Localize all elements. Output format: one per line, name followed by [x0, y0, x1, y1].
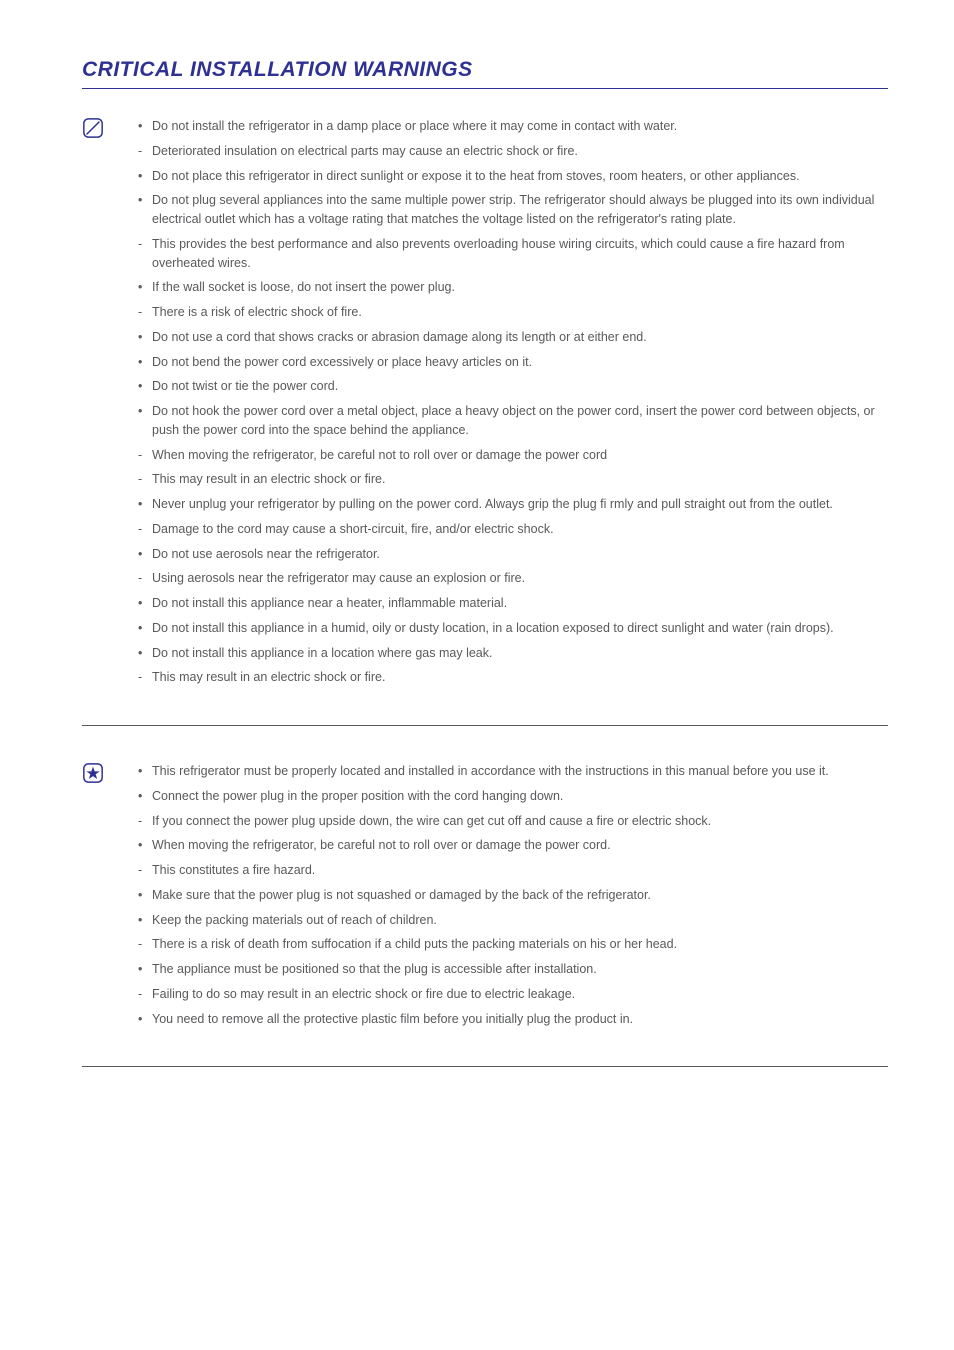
- icon-column: [82, 117, 136, 693]
- list-item: Do not use a cord that shows cracks or a…: [136, 328, 888, 347]
- list-item: This refrigerator must be properly locat…: [136, 762, 888, 781]
- list-item: Make sure that the power plug is not squ…: [136, 886, 888, 905]
- list-item: The appliance must be positioned so that…: [136, 960, 888, 979]
- list-item: Never unplug your refrigerator by pullin…: [136, 495, 888, 514]
- list-item: Do not install the refrigerator in a dam…: [136, 117, 888, 136]
- list-item: Connect the power plug in the proper pos…: [136, 787, 888, 806]
- list-item: Keep the packing materials out of reach …: [136, 911, 888, 930]
- page-title: CRITICAL INSTALLATION WARNINGS: [82, 58, 888, 89]
- icon-column: [82, 762, 136, 1034]
- list-item: This provides the best performance and a…: [136, 235, 888, 273]
- warning-section-prohibit: Do not install the refrigerator in a dam…: [82, 89, 888, 726]
- list-item: Deteriorated insulation on electrical pa…: [136, 142, 888, 161]
- list-item: There is a risk of death from suffocatio…: [136, 935, 888, 954]
- list-item: Damage to the cord may cause a short-cir…: [136, 520, 888, 539]
- list-item: Do not place this refrigerator in direct…: [136, 167, 888, 186]
- list-item: This may result in an electric shock or …: [136, 668, 888, 687]
- warning-list-1: Do not install the refrigerator in a dam…: [136, 117, 888, 687]
- list-item: If the wall socket is loose, do not inse…: [136, 278, 888, 297]
- star-box-icon: [82, 771, 104, 788]
- list-item: Do not install this appliance near a hea…: [136, 594, 888, 613]
- list-item: Using aerosols near the refrigerator may…: [136, 569, 888, 588]
- list-item: Failing to do so may result in an electr…: [136, 985, 888, 1004]
- list-item: There is a risk of electric shock of fir…: [136, 303, 888, 322]
- list-item: Do not install this appliance in a locat…: [136, 644, 888, 663]
- list-item: If you connect the power plug upside dow…: [136, 812, 888, 831]
- list-item: Do not install this appliance in a humid…: [136, 619, 888, 638]
- warning-section-star: This refrigerator must be properly locat…: [82, 734, 888, 1067]
- list-item: This constitutes a fire hazard.: [136, 861, 888, 880]
- list-column: Do not install the refrigerator in a dam…: [136, 117, 888, 693]
- list-item: You need to remove all the protective pl…: [136, 1010, 888, 1029]
- list-item: Do not bend the power cord excessively o…: [136, 353, 888, 372]
- prohibit-icon: [82, 126, 104, 143]
- list-column: This refrigerator must be properly locat…: [136, 762, 888, 1034]
- list-item: This may result in an electric shock or …: [136, 470, 888, 489]
- list-item: Do not hook the power cord over a metal …: [136, 402, 888, 440]
- list-item: When moving the refrigerator, be careful…: [136, 446, 888, 465]
- list-item: Do not use aerosols near the refrigerato…: [136, 545, 888, 564]
- list-item: When moving the refrigerator, be careful…: [136, 836, 888, 855]
- list-item: Do not plug several appliances into the …: [136, 191, 888, 229]
- warning-list-2: This refrigerator must be properly locat…: [136, 762, 888, 1028]
- list-item: Do not twist or tie the power cord.: [136, 377, 888, 396]
